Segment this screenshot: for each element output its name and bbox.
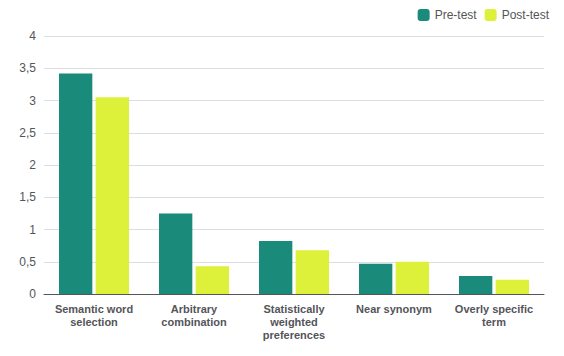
svg-text:Semantic word: Semantic word [55,303,133,315]
svg-text:weighted: weighted [269,316,318,328]
svg-text:preferences: preferences [263,329,325,341]
svg-text:Post-test: Post-test [502,8,550,22]
svg-text:1,5: 1,5 [19,190,36,204]
svg-text:0: 0 [29,287,36,301]
svg-text:1: 1 [29,223,36,237]
svg-text:Pre-test: Pre-test [435,8,478,22]
svg-text:term: term [482,316,506,328]
svg-text:Statistically: Statistically [263,303,325,315]
svg-text:selection: selection [70,316,118,328]
svg-text:2: 2 [29,158,36,172]
svg-text:combination: combination [161,316,227,328]
svg-text:Near synonym: Near synonym [356,303,432,315]
svg-text:2,5: 2,5 [19,126,36,140]
svg-text:3,5: 3,5 [19,61,36,75]
svg-text:0,5: 0,5 [19,255,36,269]
svg-text:4: 4 [29,29,36,43]
svg-text:Arbitrary: Arbitrary [171,303,218,315]
svg-text:Overly specific: Overly specific [455,303,533,315]
svg-text:3: 3 [29,94,36,108]
